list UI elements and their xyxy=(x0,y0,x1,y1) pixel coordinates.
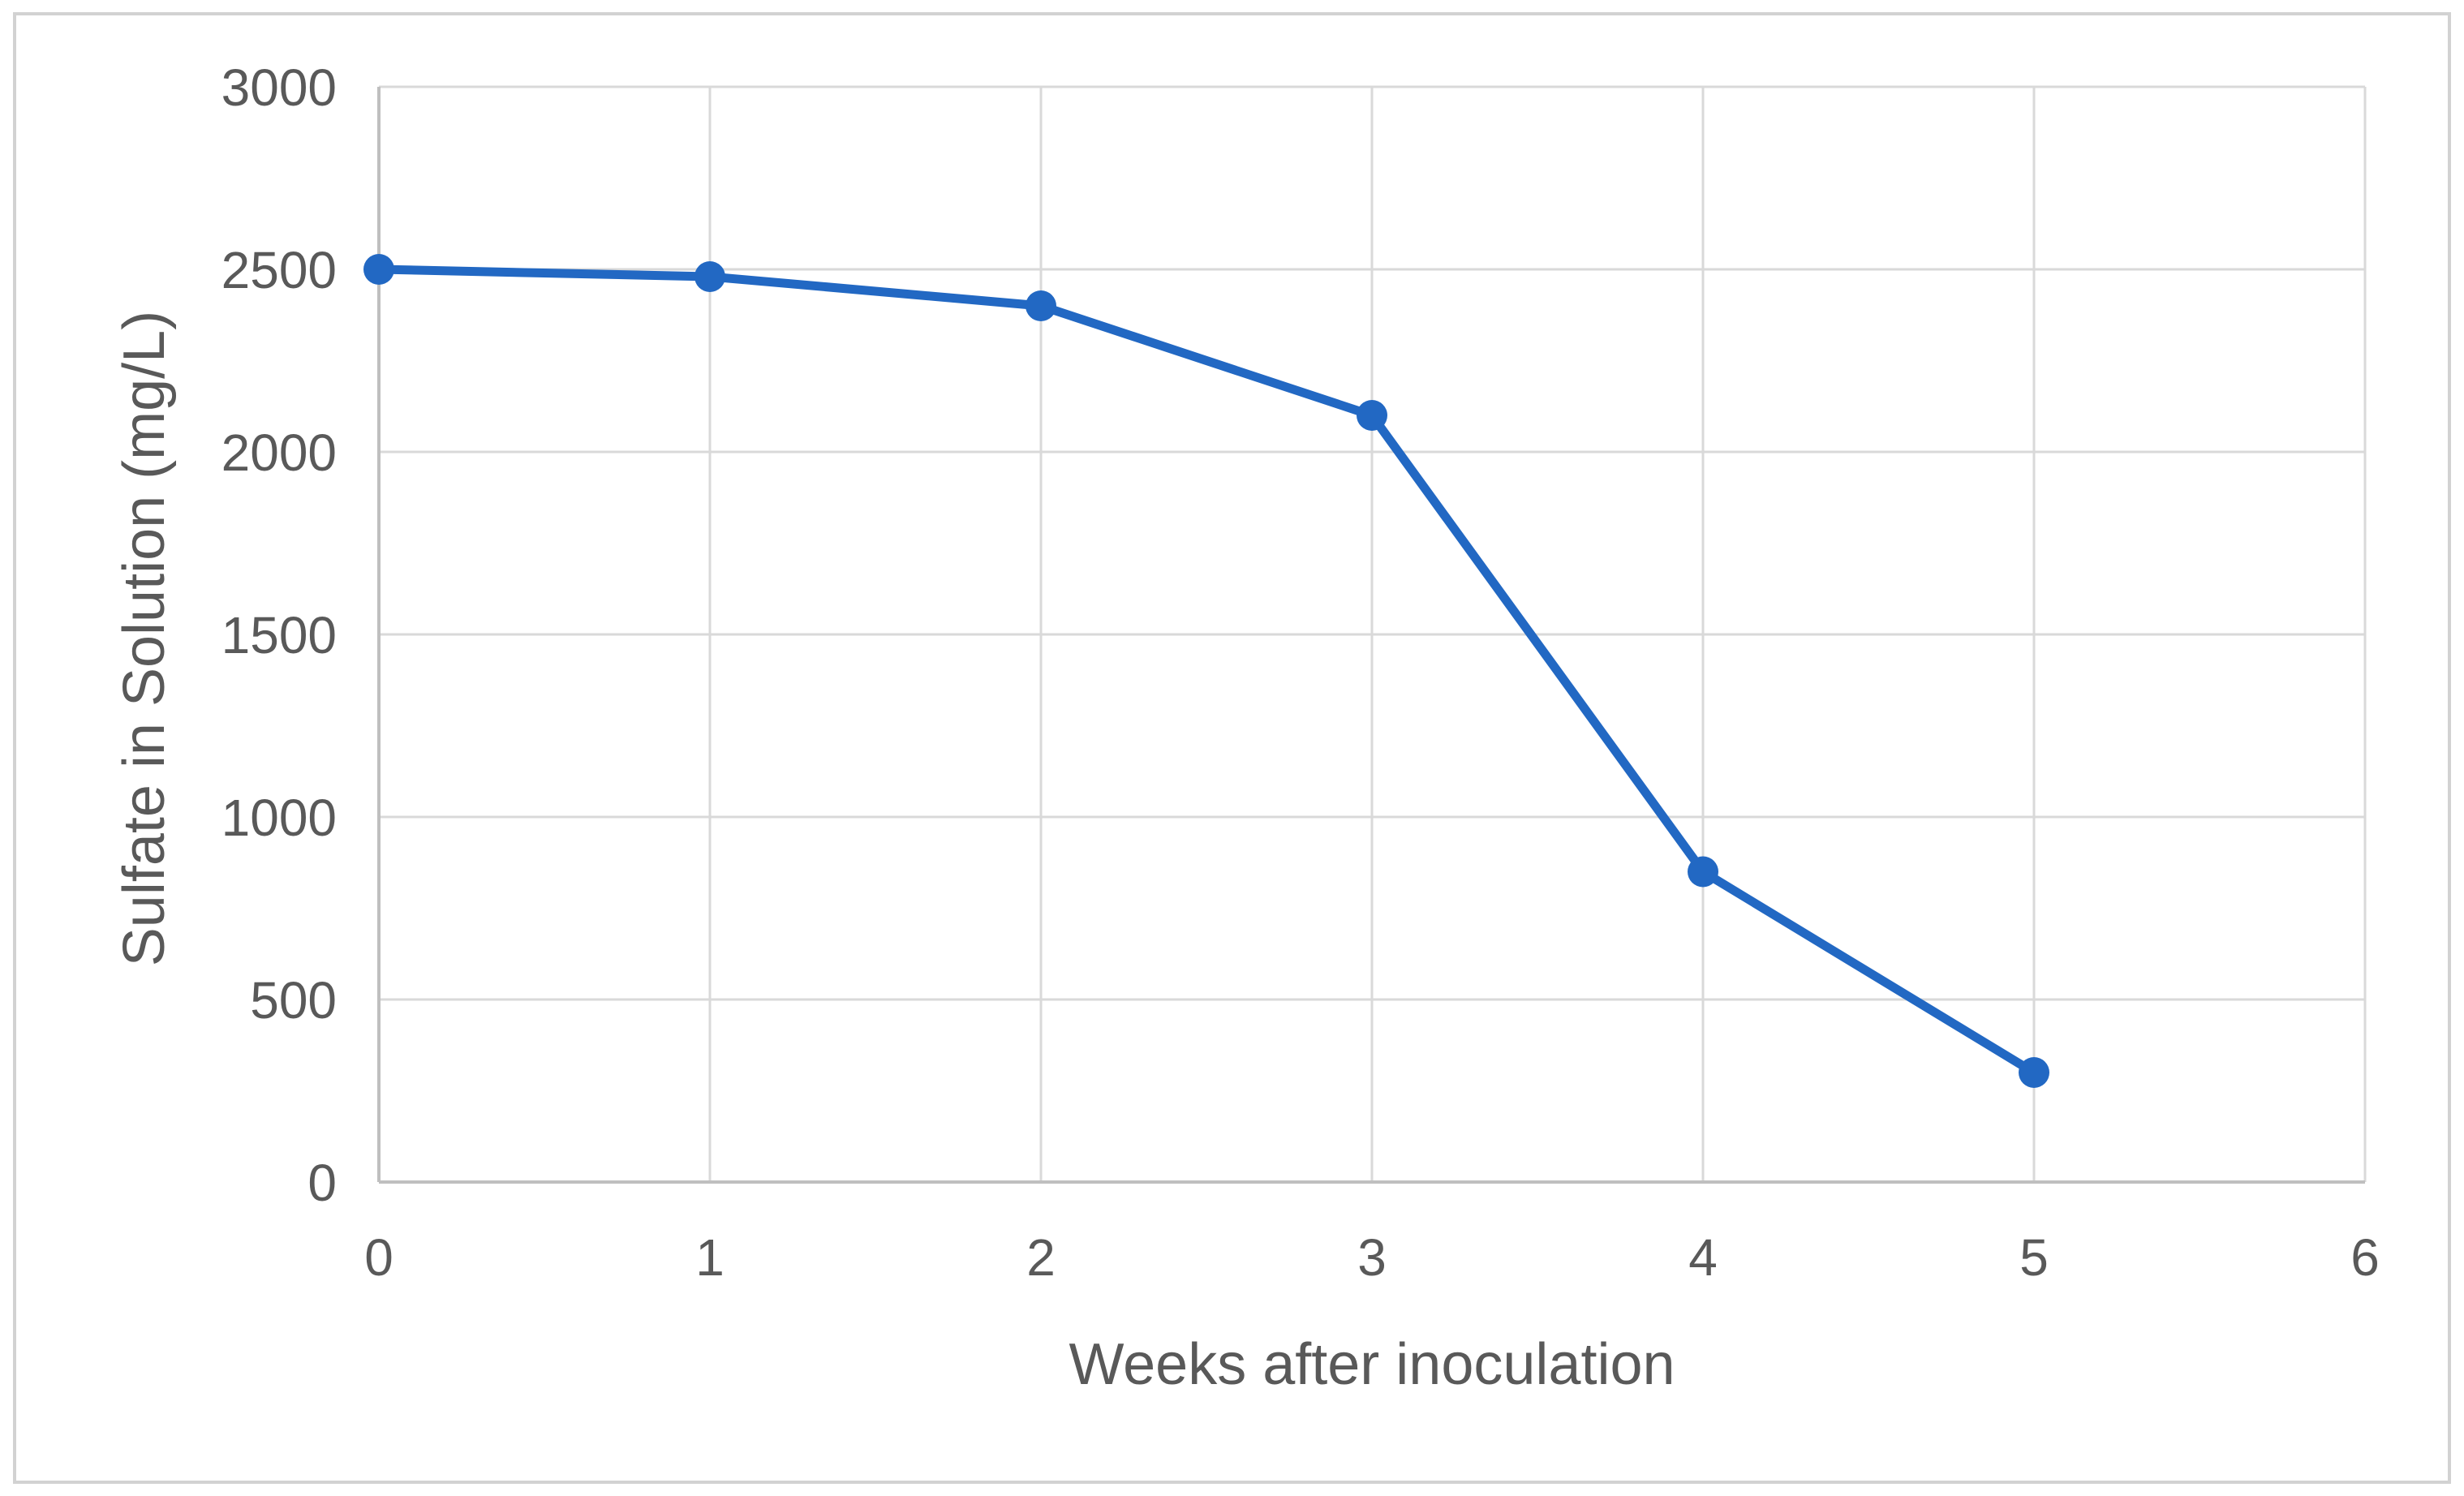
data-point-marker xyxy=(1688,856,1718,888)
y-tick-label: 2000 xyxy=(221,423,337,482)
x-tick-label: 0 xyxy=(364,1228,393,1287)
y-tick-label: 2500 xyxy=(221,241,337,299)
y-tick-label: 1000 xyxy=(221,789,337,847)
x-tick-label: 3 xyxy=(1357,1228,1387,1287)
x-axis-title: Weeks after inoculation xyxy=(1069,1332,1675,1397)
x-tick-label: 4 xyxy=(1688,1228,1718,1287)
y-tick-label: 3000 xyxy=(221,58,337,117)
y-tick-label: 0 xyxy=(307,1154,337,1212)
data-point-marker xyxy=(1026,290,1056,321)
y-axis-title: Sulfate in Solution (mg/L) xyxy=(112,310,177,967)
data-point-marker xyxy=(363,254,394,285)
data-point-marker xyxy=(1357,400,1387,431)
x-tick-label: 2 xyxy=(1026,1228,1056,1287)
y-tick-label: 1500 xyxy=(221,606,337,664)
x-tick-label: 1 xyxy=(695,1228,725,1287)
x-tick-label: 5 xyxy=(2019,1228,2049,1287)
data-point-marker xyxy=(2019,1057,2049,1088)
x-tick-label: 6 xyxy=(2350,1228,2380,1287)
data-point-marker xyxy=(694,261,725,292)
chart-outer-border xyxy=(13,12,2451,1484)
y-tick-label: 500 xyxy=(250,971,337,1030)
series-line xyxy=(374,264,2039,1077)
